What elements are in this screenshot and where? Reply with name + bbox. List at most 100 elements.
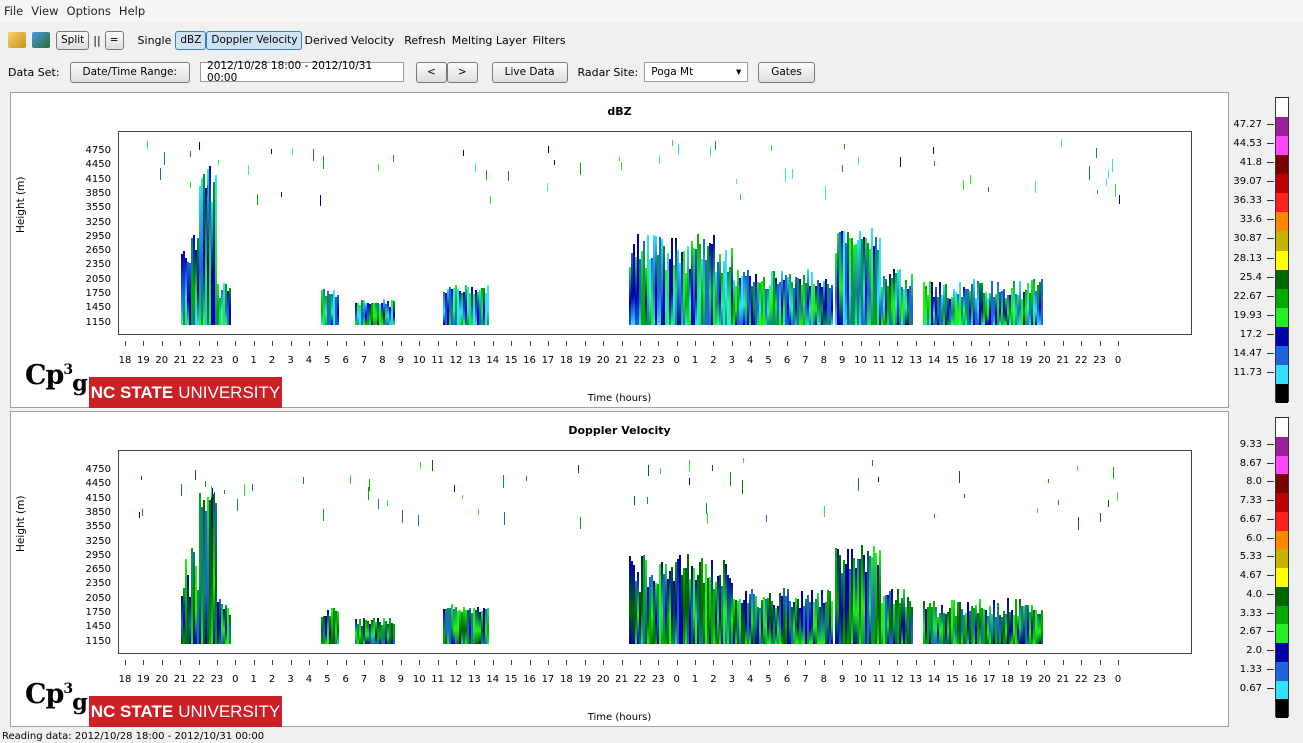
x-tick-label: 23 (651, 355, 665, 366)
x-tick-mark (161, 341, 163, 346)
derived-velocity-button[interactable]: Derived Velocity (304, 33, 395, 47)
echo-column (699, 243, 701, 325)
x-tick-label: 6 (342, 674, 349, 685)
echo-column (847, 549, 849, 644)
echo-column (713, 588, 715, 644)
x-tick-mark (364, 341, 366, 346)
echo-column (779, 592, 781, 644)
dbz-button[interactable]: dBZ (175, 30, 207, 50)
echo-column (483, 288, 485, 325)
echo-column (733, 280, 735, 325)
radar-site-select[interactable]: Poga Mt ▾ (644, 62, 749, 82)
x-tick-label: 18 (1001, 674, 1015, 685)
echo-column (893, 269, 895, 325)
x-tick-mark (143, 660, 145, 665)
echo-column (697, 575, 699, 644)
echo-speck (933, 160, 935, 167)
melting-layer-button[interactable]: Melting Layer (451, 33, 527, 47)
live-data-button[interactable]: Live Data (491, 61, 568, 83)
refresh-button[interactable]: Refresh (404, 33, 446, 47)
echo-column (207, 496, 209, 644)
echo-speck (378, 498, 380, 510)
y-tick-label: 2350 (85, 259, 111, 271)
echo-column (385, 621, 387, 644)
echo-column (897, 270, 899, 325)
open-file-icon[interactable] (8, 32, 26, 48)
echo-column (181, 253, 183, 325)
echo-column (981, 608, 983, 644)
echo-column (739, 278, 741, 325)
echo-column (723, 260, 725, 325)
menu-options[interactable]: Options (66, 4, 111, 18)
echo-column (931, 281, 933, 325)
echo-column (379, 304, 381, 325)
x-tick-mark (1007, 660, 1009, 665)
colorbar-label: 36.33 (1233, 195, 1262, 207)
prev-button[interactable]: < (416, 61, 447, 83)
echo-column (997, 281, 999, 325)
colorbar-swatch (1276, 288, 1288, 308)
echo-speck (742, 458, 744, 463)
colorbar-swatch (1276, 493, 1288, 512)
filters-button[interactable]: Filters (532, 33, 566, 47)
date-time-range-button[interactable]: Date/Time Range: (69, 61, 191, 83)
echo-column (873, 246, 875, 325)
dbz-plot[interactable] (118, 131, 1192, 335)
echo-column (471, 286, 473, 325)
echo-column (445, 608, 447, 644)
echo-speck (706, 503, 708, 514)
x-tick-mark (1099, 341, 1101, 346)
single-button[interactable]: Single (137, 33, 172, 47)
x-tick-mark (860, 341, 862, 346)
echo-column (1009, 294, 1011, 325)
x-tick-mark (400, 341, 402, 346)
split-button[interactable]: Split (56, 30, 90, 50)
echo-column (197, 237, 199, 325)
echo-speck (303, 477, 305, 484)
gates-button[interactable]: Gates (758, 61, 815, 83)
echo-column (855, 567, 857, 644)
colorbar-swatch (1276, 455, 1288, 475)
x-tick-label: 15 (504, 355, 518, 366)
y-axis-label: Height (m) (15, 176, 27, 233)
doppler-plot-area (133, 458, 1127, 644)
x-tick-label: 9 (397, 355, 405, 366)
menu-file[interactable]: File (4, 4, 24, 18)
menu-help[interactable]: Help (118, 4, 146, 18)
echo-column (893, 604, 895, 644)
echo-column (487, 607, 489, 644)
equal-button[interactable]: = (104, 30, 124, 50)
doppler-panel: Doppler Velocity Height (m) 4750 4450 4150… (10, 411, 1229, 727)
colorbar-tick (1267, 575, 1274, 576)
date-range-field[interactable]: 2012/10/28 18:00 - 2012/10/31 00:00 (200, 60, 405, 84)
echo-speck (689, 459, 691, 472)
echo-speck (844, 143, 846, 149)
x-tick-label: 16 (964, 355, 978, 366)
echo-speck (323, 155, 325, 170)
colorbar-swatch (1276, 605, 1288, 625)
echo-column (387, 300, 389, 325)
next-button[interactable]: > (446, 61, 478, 83)
echo-column (467, 610, 469, 644)
echo-column (199, 185, 201, 325)
echo-column (223, 608, 225, 644)
book-icon[interactable] (32, 32, 50, 48)
echo-column (637, 572, 639, 644)
menu-view[interactable]: View (31, 4, 59, 18)
x-tick-mark (915, 341, 917, 346)
echo-column (1025, 290, 1027, 325)
echo-column (819, 283, 821, 325)
echo-column (857, 239, 859, 325)
x-tick-label: 5 (324, 355, 331, 366)
echo-speck (900, 157, 902, 168)
echo-speck (367, 487, 369, 500)
doppler-plot[interactable] (118, 450, 1192, 654)
doppler-velocity-button[interactable]: Doppler Velocity (206, 30, 303, 50)
echo-column (879, 550, 881, 644)
colorbar-label: 6.67 (1239, 513, 1262, 525)
x-tick-mark (823, 341, 825, 346)
echo-column (735, 285, 737, 325)
echo-column (877, 565, 879, 644)
x-tick-mark (511, 660, 513, 665)
colorbar-swatch (1276, 345, 1288, 365)
